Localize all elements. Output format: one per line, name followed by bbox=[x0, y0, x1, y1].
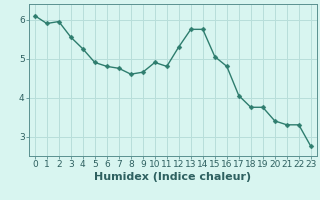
X-axis label: Humidex (Indice chaleur): Humidex (Indice chaleur) bbox=[94, 172, 252, 182]
